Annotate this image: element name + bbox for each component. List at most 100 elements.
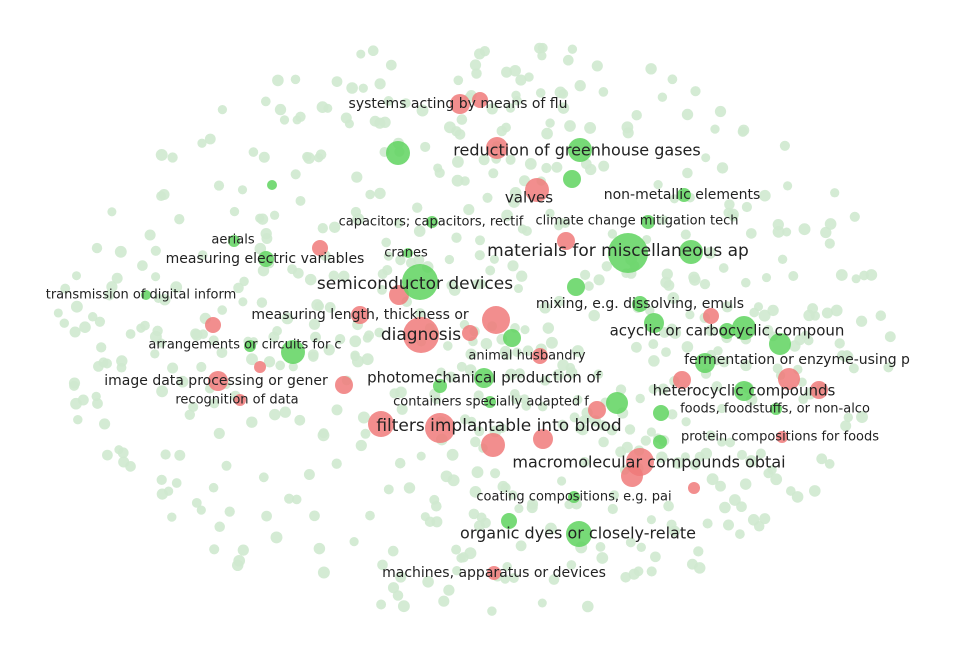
background-node (475, 278, 486, 290)
background-node (334, 333, 346, 345)
node-label: protein compositions for foods (681, 430, 879, 445)
background-node (434, 167, 445, 179)
background-node (224, 506, 235, 517)
background-node (537, 51, 547, 61)
node (258, 251, 274, 267)
background-node (412, 202, 423, 213)
background-node (176, 375, 189, 388)
node (386, 141, 410, 165)
background-node (470, 436, 481, 448)
background-node (848, 363, 859, 374)
node (281, 340, 305, 364)
node (769, 333, 791, 355)
background-node (389, 388, 400, 399)
background-node (551, 161, 563, 173)
background-node (308, 318, 321, 330)
background-node (255, 213, 265, 223)
background-node (111, 272, 123, 284)
background-node (624, 424, 636, 435)
background-node (381, 237, 392, 248)
background-node (96, 342, 107, 353)
background-node (564, 120, 576, 132)
background-node (274, 103, 287, 116)
node (335, 376, 353, 394)
background-node (588, 309, 600, 322)
background-node (510, 393, 522, 405)
background-node (324, 302, 336, 313)
background-node (387, 545, 399, 557)
background-node (755, 448, 766, 459)
background-node (593, 274, 605, 286)
background-node (104, 289, 115, 301)
background-node (711, 381, 723, 392)
background-node (500, 574, 510, 584)
background-node (443, 341, 453, 351)
background-node (736, 501, 747, 513)
node-label: systems acting by means of flu (349, 96, 568, 112)
background-node (759, 513, 771, 525)
background-node (316, 101, 329, 113)
background-node (246, 353, 258, 366)
background-node (209, 544, 220, 555)
background-node (681, 417, 691, 427)
background-node (560, 218, 570, 229)
node (450, 94, 470, 114)
background-node (715, 480, 726, 492)
background-node (480, 337, 493, 350)
background-node (875, 310, 887, 321)
background-node (705, 325, 717, 337)
background-node (463, 204, 475, 216)
node (501, 513, 517, 529)
node-label: cranes (384, 246, 428, 261)
background-node (263, 356, 276, 368)
background-node (507, 260, 519, 272)
labeled-nodes (141, 92, 828, 580)
background-node (60, 283, 71, 294)
background-node (317, 429, 330, 442)
background-node (174, 214, 185, 225)
background-node (609, 490, 620, 500)
node (484, 396, 496, 408)
node (673, 371, 691, 389)
node-label: valves (505, 189, 553, 207)
background-node (311, 299, 324, 311)
background-node (385, 59, 397, 71)
background-node (745, 455, 758, 468)
node (403, 317, 439, 353)
background-node (431, 500, 442, 512)
background-node (745, 228, 757, 239)
background-node (508, 195, 521, 208)
background-node (237, 185, 248, 195)
background-node (387, 582, 400, 594)
background-node (288, 362, 298, 372)
background-node (485, 265, 496, 276)
background-node (621, 441, 633, 453)
background-node (376, 599, 387, 610)
background-node (295, 195, 306, 206)
node (486, 137, 508, 159)
background-node (456, 361, 467, 372)
background-node (150, 245, 161, 256)
background-node (630, 341, 642, 353)
background-node (883, 362, 894, 373)
background-nodes (53, 42, 896, 616)
node-label: non-metallic elements (604, 187, 761, 203)
background-node (460, 176, 470, 186)
background-node (574, 80, 586, 92)
background-node (313, 542, 326, 555)
node (677, 188, 691, 202)
background-node (197, 138, 207, 148)
background-node (840, 420, 852, 432)
background-node (584, 281, 594, 291)
background-node (257, 264, 270, 277)
background-node (849, 211, 860, 222)
background-node (478, 154, 490, 166)
node (472, 92, 488, 108)
background-node (102, 449, 113, 461)
background-node (365, 510, 375, 521)
node-label: aerials (211, 233, 254, 248)
background-node (821, 307, 833, 319)
background-node (824, 459, 835, 469)
background-node (331, 76, 343, 87)
node-label: climate change mitigation tech (536, 214, 739, 229)
